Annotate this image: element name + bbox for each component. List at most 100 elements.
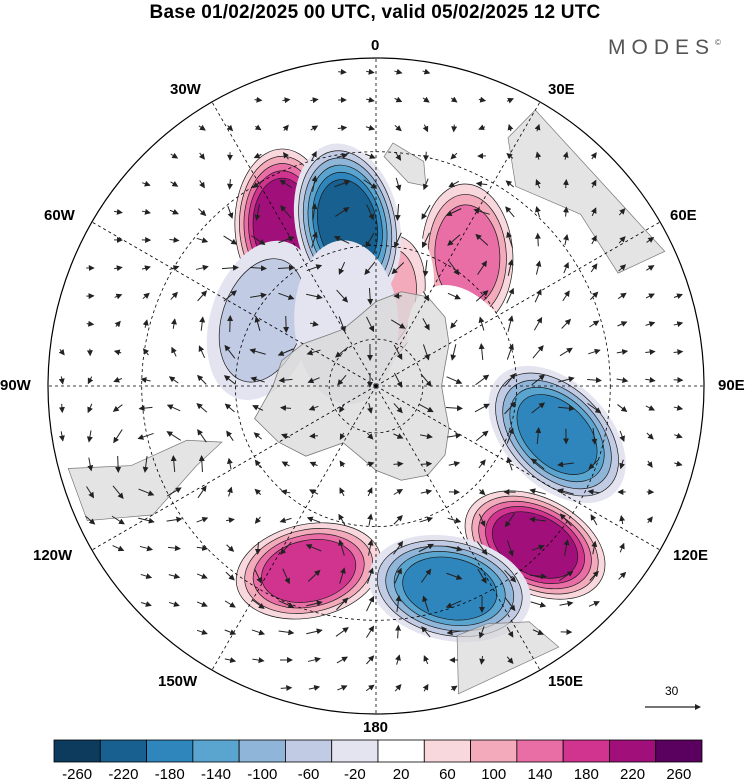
wind-arrow <box>422 68 431 75</box>
wind-arrow <box>673 293 683 300</box>
wind-arrow <box>559 600 574 607</box>
wind-arrow <box>674 460 683 467</box>
colorbar-tick-label: 20 <box>392 766 410 783</box>
wind-arrow <box>281 461 290 468</box>
wind-arrow <box>305 544 322 552</box>
wind-arrow <box>366 316 375 333</box>
wind-arrow <box>338 539 345 556</box>
wind-arrow <box>364 261 376 276</box>
wind-arrow <box>559 513 572 527</box>
wind-arrow <box>114 320 121 328</box>
meridian-label-0: 0 <box>371 37 380 54</box>
wind-arrow <box>364 153 376 159</box>
wind-arrow <box>251 629 266 636</box>
wind-arrow <box>196 516 209 523</box>
wind-arrow <box>673 321 684 328</box>
wind-arrow <box>114 208 123 215</box>
wind-arrow <box>278 236 295 244</box>
latitude-circle <box>328 338 424 434</box>
wind-arrow <box>310 125 319 132</box>
wind-arrow <box>446 545 463 552</box>
wind-arrow <box>58 348 65 356</box>
wind-arrow <box>277 348 294 356</box>
wind-arrow <box>168 376 179 384</box>
wind-arrow <box>618 208 626 216</box>
colorbar-tick-label: -100 <box>247 766 278 783</box>
wind-arrow <box>199 316 206 331</box>
wind-arrow <box>115 455 122 473</box>
wind-arrow <box>562 290 570 302</box>
wind-arrow <box>142 456 149 473</box>
wind-arrow <box>421 204 431 220</box>
wind-arrow <box>227 486 233 497</box>
wind-arrow <box>336 597 349 611</box>
wind-arrow <box>393 344 403 360</box>
wind-arrow <box>450 152 458 160</box>
chart-title: Base 01/02/2025 00 UTC, valid 05/02/2025… <box>149 2 601 23</box>
wind-arrow <box>335 207 350 217</box>
wind-arrow <box>557 461 574 468</box>
colorbar-tick-label: -60 <box>297 766 320 783</box>
wind-arrow <box>506 656 514 665</box>
wind-arrow <box>366 204 374 221</box>
wind-arrow <box>333 235 350 244</box>
wind-arrow <box>170 180 179 187</box>
wind-arrow <box>616 377 629 384</box>
wind-arrow <box>252 657 265 664</box>
wind-arrow <box>113 376 122 383</box>
low-anomaly-1 <box>488 365 626 504</box>
wind-arrow <box>535 206 541 218</box>
wind-arrow <box>87 457 94 472</box>
wind-vectors <box>58 68 684 692</box>
wind-arrow <box>221 264 239 271</box>
colorbar-tick-label: 140 <box>527 766 553 783</box>
wind-arrow <box>309 432 318 439</box>
wind-arrow <box>140 573 153 580</box>
wind-arrow <box>166 404 181 412</box>
wind-arrow <box>529 573 547 580</box>
wind-arrow <box>334 346 349 358</box>
wind-arrow <box>141 265 151 272</box>
wind-arrow <box>366 595 375 612</box>
wind-arrow <box>169 265 180 271</box>
wind-arrow <box>532 629 544 635</box>
wind-arrow <box>446 629 461 636</box>
wind-arrow <box>254 204 261 221</box>
wind-arrow <box>421 232 430 249</box>
wind-arrow <box>224 344 236 359</box>
wind-arrow <box>589 570 599 581</box>
wind-arrow <box>562 206 569 217</box>
wind-arrow <box>645 405 656 411</box>
wind-arrow <box>506 231 513 248</box>
wind-arrow <box>280 205 292 219</box>
wind-arrow <box>307 656 321 663</box>
wind-arrow <box>645 376 656 383</box>
wind-arrow <box>363 179 378 189</box>
meridian-label-90e: 90E <box>718 377 745 394</box>
wind-arrow <box>418 403 434 413</box>
colorbar-tick-label: 180 <box>573 766 599 783</box>
wind-arrow <box>254 316 261 331</box>
wind-arrow <box>619 459 626 470</box>
wind-arrow <box>422 683 429 692</box>
wind-arrow <box>617 292 627 300</box>
wind-arrow <box>251 599 265 609</box>
wind-arrow <box>535 179 542 189</box>
wind-arrow <box>532 345 544 359</box>
meridian-line <box>91 385 377 551</box>
brand-logo: MODES© <box>608 36 721 60</box>
wind-arrow <box>507 259 514 276</box>
wind-arrow <box>419 433 433 440</box>
wind-arrow <box>394 684 402 692</box>
wind-arrow <box>87 376 94 385</box>
meridian-line <box>211 385 377 671</box>
wind-arrow <box>339 567 346 584</box>
wind-arrow <box>254 488 262 496</box>
wind-arrow <box>619 430 625 442</box>
wind-arrow <box>250 376 265 383</box>
colorbar-tick-label: 220 <box>620 766 646 783</box>
wind-arrow <box>504 569 517 583</box>
wind-arrow <box>478 343 485 361</box>
wind-arrow <box>475 290 489 302</box>
wind-arrow <box>170 152 179 159</box>
